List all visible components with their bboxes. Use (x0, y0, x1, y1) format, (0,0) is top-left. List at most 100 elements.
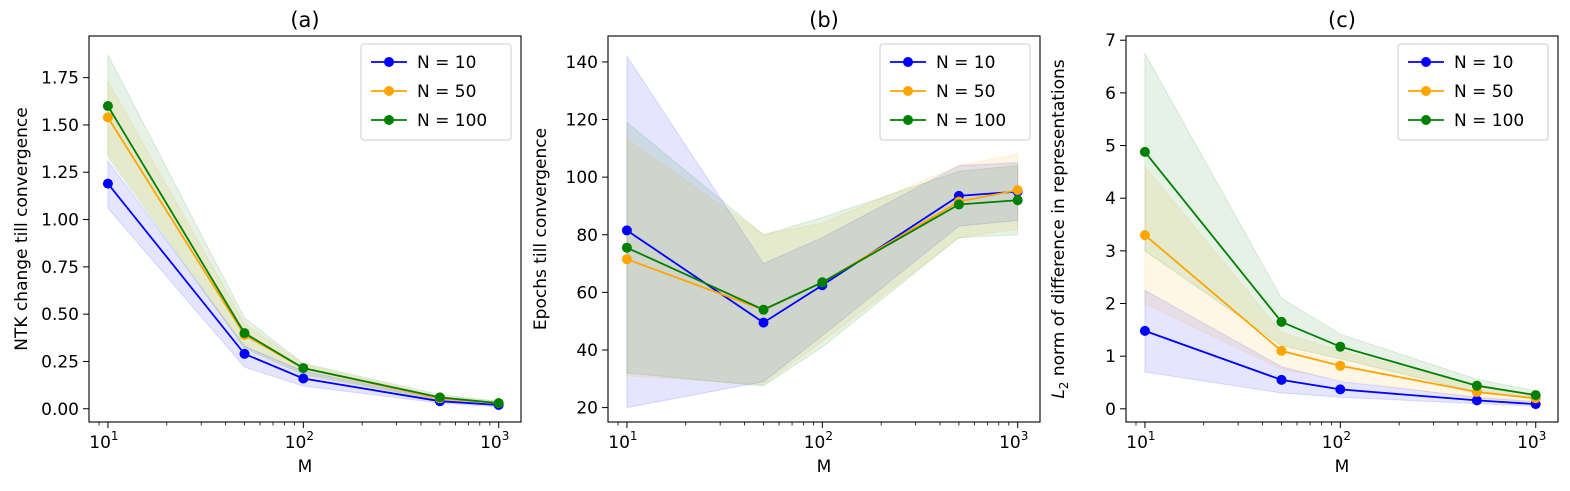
data-point (1471, 380, 1482, 391)
legend-item: N = 10 (890, 53, 995, 73)
panel-b: 101 102 103 20 40 60 80 100 120 140 (b) M Epochs til… (531, 8, 1041, 477)
legend-item: N = 100 (890, 111, 1006, 131)
legend-label: N = 100 (1454, 111, 1524, 131)
legend-item: N = 50 (1408, 82, 1513, 102)
chart-title: (b) (809, 8, 839, 32)
data-point (758, 304, 769, 315)
y-tick-label: 40 (576, 341, 598, 361)
data-point (1139, 325, 1150, 336)
legend-label: N = 50 (417, 82, 476, 102)
legend-item: N = 100 (371, 111, 487, 131)
x-tick-label: 101 (89, 429, 118, 453)
y-tick-label: 5 (1105, 137, 1116, 157)
legend-item: N = 10 (371, 53, 476, 73)
y-tick-label: 3 (1105, 242, 1116, 262)
legend-marker (384, 115, 394, 125)
x-tick-label: 102 (1322, 429, 1351, 453)
data-point (1335, 384, 1346, 395)
legend-marker (903, 86, 913, 96)
plot-frame (607, 35, 1041, 423)
band-3 (626, 121, 1019, 387)
y-tick-label: 1.50 (41, 116, 79, 136)
y-tick-label: 140 (566, 53, 598, 73)
x-tick-label: 102 (804, 429, 833, 453)
legend-label: N = 50 (936, 82, 995, 102)
chart-title: (a) (290, 8, 319, 32)
y-axis-label: NTK change till convergence (12, 107, 32, 350)
plot-frame (1125, 35, 1559, 423)
data-point (621, 225, 632, 236)
legend-marker (1421, 115, 1431, 125)
band-1 (626, 54, 1019, 409)
y-tick-label: 0.75 (41, 258, 79, 278)
data-point (1139, 146, 1150, 157)
legend-marker (384, 86, 394, 96)
data-point (434, 392, 445, 403)
data-point (1276, 374, 1287, 385)
x-tick-label: 102 (285, 429, 314, 453)
data-point (239, 348, 250, 359)
legend-item: N = 50 (371, 82, 476, 102)
y-tick-label: 60 (576, 283, 598, 303)
data-point (102, 178, 113, 189)
legend-label: N = 100 (936, 111, 1006, 131)
legend-marker (903, 57, 913, 67)
data-point (758, 317, 769, 328)
plot-frame (88, 35, 522, 423)
y-tick-label: 20 (576, 399, 598, 419)
legend-label: N = 10 (417, 53, 476, 73)
data-point (817, 277, 828, 288)
legend-item: N = 10 (1408, 53, 1513, 73)
y-tick-label: 1 (1105, 347, 1116, 367)
y-tick-label: 2 (1105, 295, 1116, 315)
panel-a: 101 102 103 0.00 0.25 0.50 0.75 1.00 1.25 1.50 1.7… (12, 8, 522, 477)
legend-item: N = 100 (1408, 111, 1524, 131)
legend-marker (1421, 57, 1431, 67)
y-axis-label: Epochs till convergence (531, 128, 551, 330)
band-2 (626, 138, 1019, 386)
data-point (239, 328, 250, 339)
y-axis-label: L2 norm of difference in representations (1049, 59, 1071, 398)
y-tick-label: 0.25 (41, 352, 79, 372)
data-point (1335, 341, 1346, 352)
legend: N = 10 N = 50 N = 100 (1397, 43, 1549, 141)
data-point (298, 373, 309, 384)
x-tick-label: 101 (608, 429, 637, 453)
y-tick-label: 1.25 (41, 163, 79, 183)
data-point (102, 101, 113, 111)
y-tick-label: 0 (1105, 400, 1116, 420)
y-tick-label: 1.00 (41, 211, 79, 231)
legend-box (879, 43, 1031, 141)
panel-c: 101 102 103 0 1 2 3 4 5 6 7 (c) M L2 norm of differen… (1049, 8, 1559, 477)
data-point (621, 242, 632, 253)
x-axis-label: M (298, 457, 313, 477)
x-tick-label: 103 (999, 429, 1028, 453)
data-point (1335, 360, 1346, 371)
x-axis-label: M (817, 457, 832, 477)
data-point (1012, 185, 1023, 196)
legend-item: N = 50 (890, 82, 995, 102)
y-tick-label: 0.50 (41, 305, 79, 325)
y-tick-label: 4 (1105, 189, 1116, 209)
legend-marker (1421, 86, 1431, 96)
data-point (953, 199, 964, 210)
legend: N = 10 N = 50 N = 100 (360, 43, 512, 141)
legend-marker (384, 57, 394, 67)
legend: N = 10 N = 50 N = 100 (879, 43, 1031, 141)
y-tick-label: 6 (1105, 84, 1116, 104)
legend-box (360, 43, 512, 141)
data-point (1530, 390, 1541, 401)
legend-marker (903, 115, 913, 125)
y-tick-label: 80 (576, 226, 598, 246)
data-point (1276, 316, 1287, 327)
x-tick-label: 103 (480, 429, 509, 453)
legend-box (1397, 43, 1549, 141)
y-tick-label: 100 (566, 168, 598, 188)
data-point (102, 112, 113, 123)
data-point (1471, 395, 1482, 406)
legend-label: N = 50 (1454, 82, 1513, 102)
data-point (493, 398, 504, 409)
legend-label: N = 100 (417, 111, 487, 131)
data-point (1012, 195, 1023, 206)
